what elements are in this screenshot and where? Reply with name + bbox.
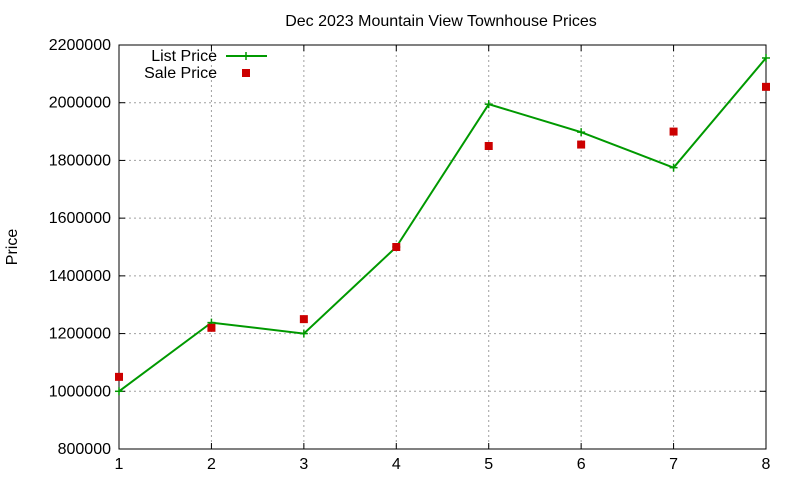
list-price-point	[115, 387, 123, 396]
chart-title: Dec 2023 Mountain View Townhouse Prices	[285, 13, 597, 30]
y-tick-label: 1600000	[49, 210, 111, 227]
plot-frame	[118, 44, 767, 450]
y-tick-label: 1000000	[49, 383, 111, 400]
y-tick-label: 1200000	[49, 326, 111, 343]
legend-swatch-cross	[242, 52, 250, 60]
y-tick-label: 2200000	[49, 37, 111, 54]
series	[115, 53, 770, 396]
legend-label: Sale Price	[144, 65, 217, 82]
x-tick-label: 5	[484, 456, 493, 473]
sale-price-point	[577, 140, 586, 149]
x-tick-label: 7	[669, 456, 678, 473]
y-tick-label: 1400000	[49, 268, 111, 285]
x-tick-label: 1	[115, 456, 124, 473]
sale-price-point	[669, 127, 678, 136]
x-tick-label: 8	[762, 456, 771, 473]
x-tick-label: 4	[392, 456, 401, 473]
x-tick-label: 3	[299, 456, 308, 473]
sale-price-point	[392, 243, 401, 251]
x-axis: 1 2 3 4 5 6 7 8	[115, 45, 771, 473]
x-tick-label: 6	[577, 456, 586, 473]
series-1	[115, 82, 770, 381]
y-tick-label: 1800000	[49, 152, 111, 169]
x-tick-label: 2	[207, 456, 216, 473]
y-tick-label: 800000	[58, 441, 111, 458]
series-0	[115, 53, 770, 396]
list-price-point	[577, 128, 586, 137]
list-price-point	[299, 329, 308, 338]
sale-price-point	[484, 142, 493, 150]
sale-price-point	[115, 372, 123, 381]
grid	[119, 45, 766, 449]
list-price-point	[762, 53, 770, 62]
legend-label: List Price	[151, 48, 217, 65]
y-axis-label: Price	[4, 229, 21, 266]
sale-price-point	[299, 315, 308, 324]
legend-swatch-square	[242, 69, 250, 77]
y-axis: 800000 1000000 1200000 1400000 1600000 180000…	[49, 37, 766, 458]
y-tick-label: 2000000	[49, 95, 111, 112]
list-price-line	[118, 57, 767, 393]
sale-price-point	[762, 82, 770, 91]
sale-price-point	[207, 323, 216, 332]
list-price-point	[484, 100, 493, 109]
list-price-point	[669, 163, 678, 172]
